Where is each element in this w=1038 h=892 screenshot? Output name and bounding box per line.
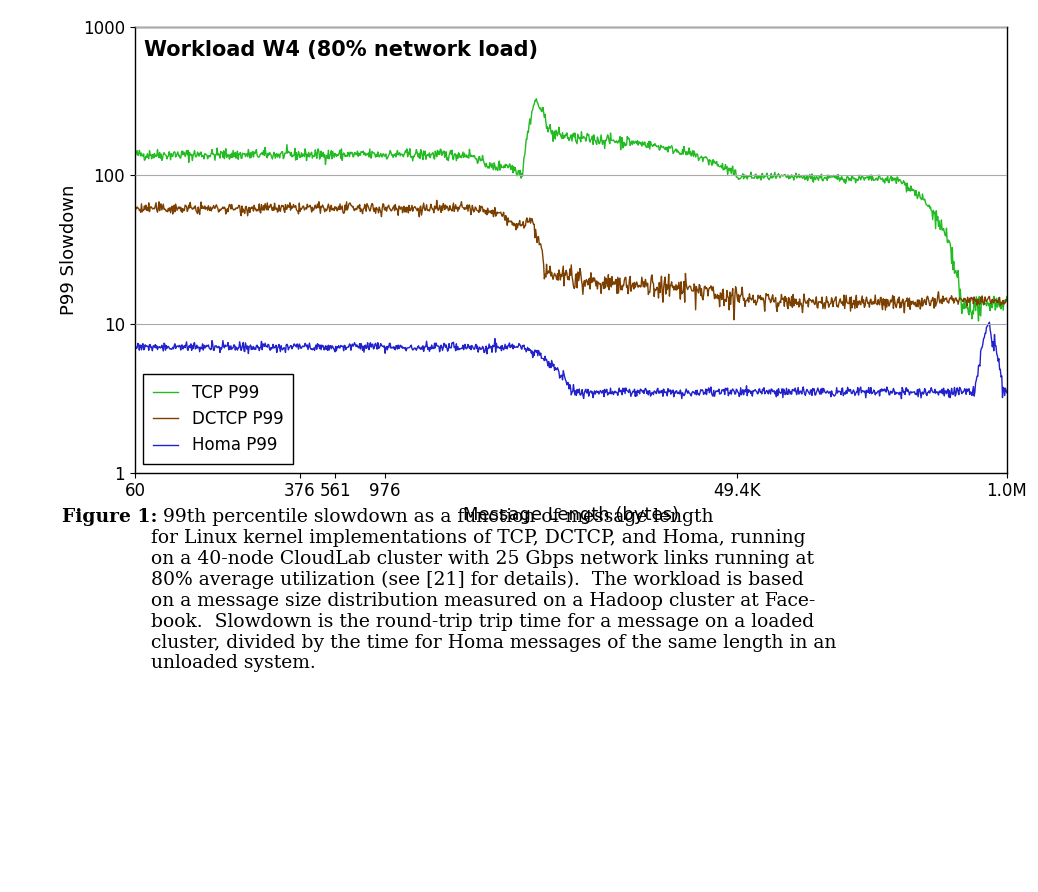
TCP P99 — [507, 168, 519, 178]
DCTCP P99 — [1001, 294, 1013, 305]
TCP P99 — [276, 146, 289, 157]
Text: Figure 1:: Figure 1: — [62, 508, 158, 526]
Homa P99 — [605, 388, 618, 399]
TCP P99 — [422, 151, 435, 161]
TCP P99 — [1001, 291, 1013, 301]
Homa P99 — [1001, 387, 1013, 398]
Homa P99 — [507, 343, 519, 354]
DCTCP P99 — [276, 200, 289, 211]
Homa P99 — [895, 393, 907, 404]
DCTCP P99 — [508, 220, 520, 231]
TCP P99 — [244, 147, 256, 158]
Homa P99 — [244, 340, 256, 351]
Line: Homa P99: Homa P99 — [135, 322, 1007, 399]
Homa P99 — [983, 317, 995, 327]
X-axis label: Message Length (bytes): Message Length (bytes) — [463, 506, 679, 524]
DCTCP P99 — [431, 195, 443, 206]
TCP P99 — [530, 94, 543, 104]
TCP P99 — [606, 135, 619, 145]
DCTCP P99 — [588, 276, 600, 286]
DCTCP P99 — [606, 271, 619, 282]
Homa P99 — [422, 342, 435, 352]
Homa P99 — [276, 343, 289, 354]
TCP P99 — [973, 316, 985, 326]
TCP P99 — [588, 129, 600, 140]
Line: TCP P99: TCP P99 — [135, 99, 1007, 321]
Y-axis label: P99 Slowdown: P99 Slowdown — [59, 185, 78, 315]
Homa P99 — [129, 343, 141, 354]
Line: DCTCP P99: DCTCP P99 — [135, 201, 1007, 320]
Homa P99 — [586, 392, 599, 403]
Legend: TCP P99, DCTCP P99, Homa P99: TCP P99, DCTCP P99, Homa P99 — [143, 374, 293, 465]
DCTCP P99 — [422, 204, 435, 215]
TCP P99 — [129, 148, 141, 159]
Text: 99th percentile slowdown as a function of message length
for Linux kernel implem: 99th percentile slowdown as a function o… — [151, 508, 836, 673]
DCTCP P99 — [244, 202, 256, 213]
Text: Workload W4 (80% network load): Workload W4 (80% network load) — [143, 40, 538, 60]
DCTCP P99 — [129, 202, 141, 213]
DCTCP P99 — [728, 315, 740, 326]
